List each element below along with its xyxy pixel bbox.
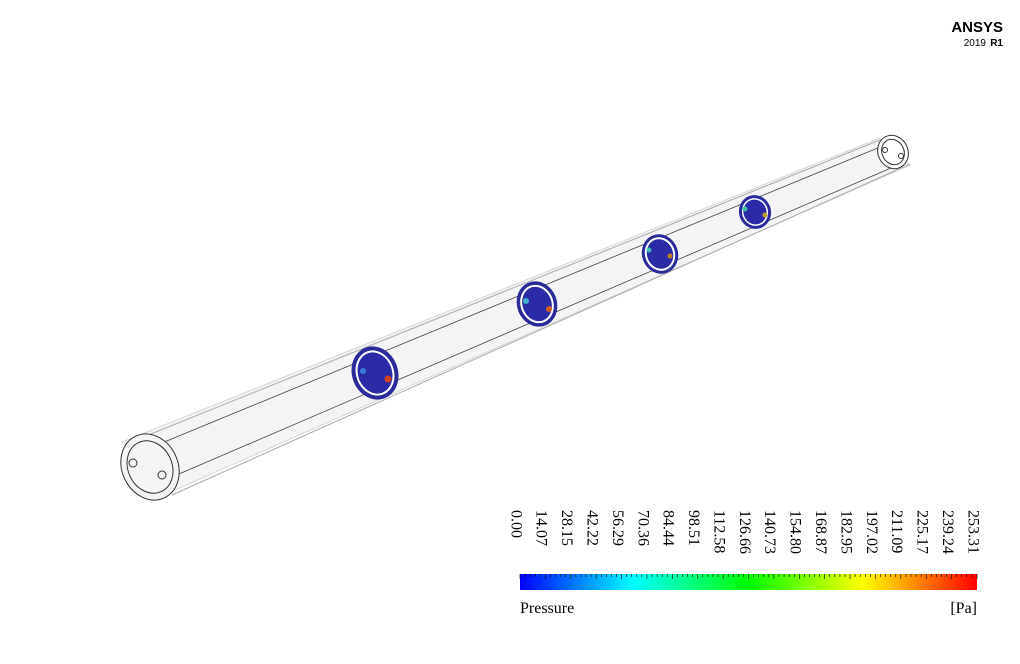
logo-brand: ANSYS (951, 19, 1003, 36)
legend-unit: [Pa] (950, 600, 977, 617)
legend-tick-label: 112.58 (710, 510, 727, 553)
legend-tick-label: 84.44 (660, 510, 677, 546)
legend-tick-label: 56.29 (609, 510, 626, 546)
legend-tick-label: 168.87 (812, 510, 829, 554)
legend-tick-label: 28.15 (558, 510, 575, 546)
legend-tick-label: 211.09 (888, 510, 905, 553)
legend-tick-label: 42.22 (583, 510, 600, 546)
legend-title: Pressure (520, 600, 574, 617)
legend-tick-label: 126.66 (736, 510, 753, 554)
legend-tick-label: 253.31 (964, 510, 981, 554)
legend-tick-label: 70.36 (634, 510, 651, 546)
legend-tick-label: 14.07 (533, 510, 550, 546)
legend-tick-label: 154.80 (787, 510, 804, 554)
legend-tick-label: 197.02 (863, 510, 880, 554)
logo-year: 2019 (964, 38, 987, 49)
legend-tick-label: 182.95 (837, 510, 854, 554)
legend: Pressure [Pa] 0.00 14.07 28.15 42.22 56.29 70… (507, 510, 981, 617)
pipe (120, 134, 911, 501)
logo-release: R1 (990, 38, 1003, 49)
legend-tick-label: 225.17 (914, 510, 931, 554)
legend-tick-label: 98.51 (685, 510, 702, 546)
legend-tick-label: 239.24 (939, 510, 956, 554)
legend-tick-label: 0.00 (507, 510, 524, 538)
legend-tick-label: 140.73 (761, 510, 778, 554)
cross-sections (351, 195, 772, 400)
color-bar (520, 574, 977, 590)
